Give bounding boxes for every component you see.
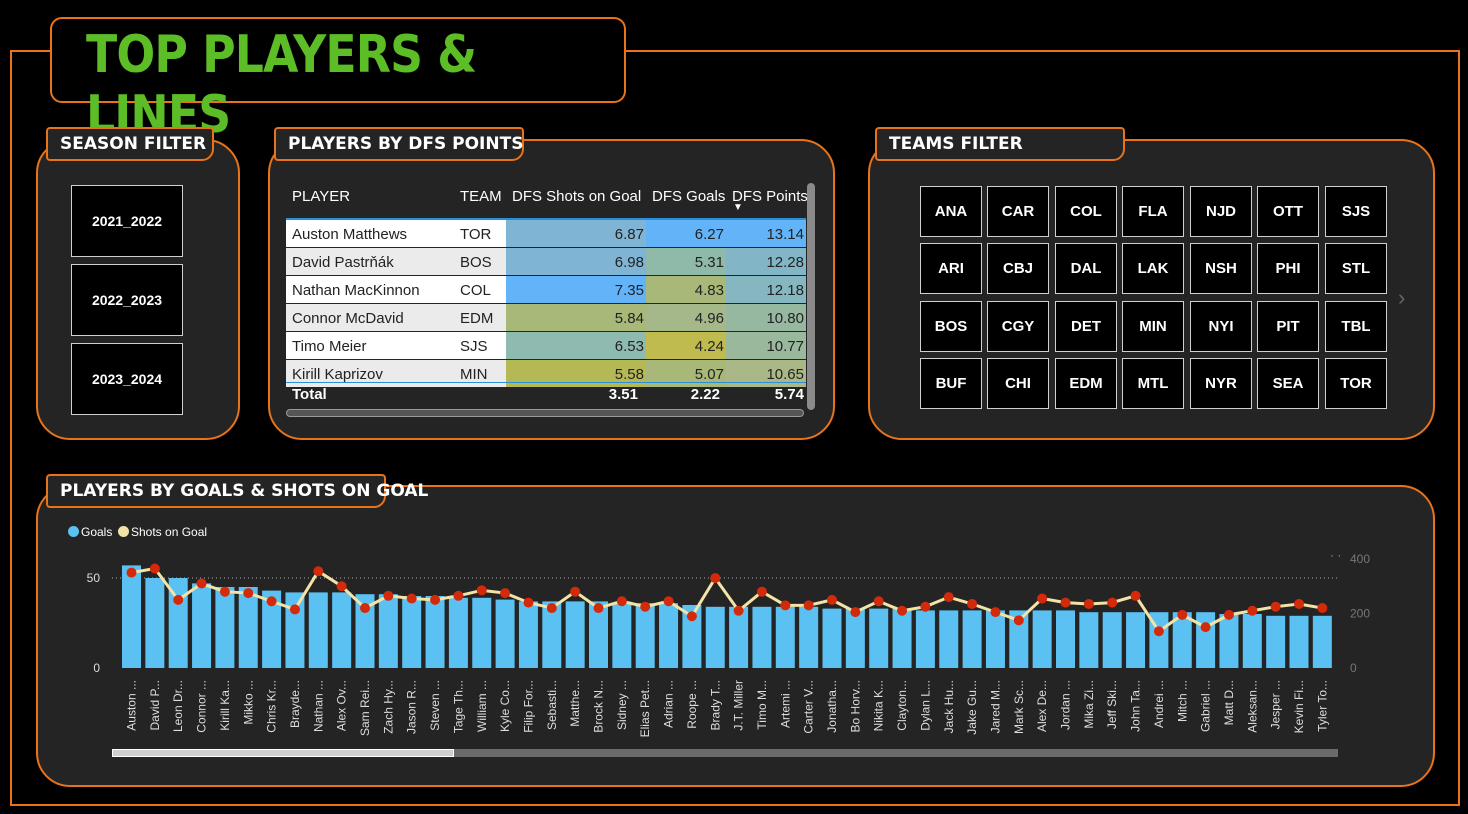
team-button-tbl[interactable]: TBL (1325, 301, 1387, 352)
season-option-2023[interactable]: 2023_2024 (71, 343, 183, 415)
legend-shots-dot (118, 526, 129, 537)
team-button-cgy[interactable]: CGY (987, 301, 1049, 352)
team-button-pit[interactable]: PIT (1257, 301, 1319, 352)
team-button-car[interactable]: CAR (987, 186, 1049, 237)
cell-player: Auston Matthews (286, 220, 460, 247)
team-button-ari[interactable]: ARI (920, 243, 982, 294)
table-bottom-line (286, 382, 806, 383)
outer-frame (10, 50, 1460, 806)
team-button-chi[interactable]: CHI (987, 358, 1049, 409)
cell-dfs-goals: 6.27 (646, 220, 726, 247)
team-button-tor[interactable]: TOR (1325, 358, 1387, 409)
title-box: TOP PLAYERS & LINES (50, 17, 626, 145)
col-header-player[interactable]: PLAYER (292, 188, 351, 205)
team-button-nyr[interactable]: NYR (1190, 358, 1252, 409)
cell-player: Connor McDavid (286, 304, 460, 331)
cell-dfs-points: 10.80 (726, 304, 806, 331)
table-row[interactable]: Auston Matthews TOR 6.87 6.27 13.14 (286, 220, 806, 247)
team-button-dal[interactable]: DAL (1055, 243, 1117, 294)
teams-filter-title: TEAMS FILTER (875, 127, 1125, 161)
team-button-buf[interactable]: BUF (920, 358, 982, 409)
legend-goals-dot (68, 526, 79, 537)
total-label: Total (292, 386, 327, 403)
cell-player: Nathan MacKinnon (286, 276, 460, 303)
cell-team: COL (454, 276, 512, 303)
cell-dfs-goals: 5.31 (646, 248, 726, 275)
team-button-ott[interactable]: OTT (1257, 186, 1319, 237)
legend-goals: Goals (68, 525, 112, 539)
cell-dfs-goals: 4.96 (646, 304, 726, 331)
cell-dfs-points: 10.77 (726, 332, 806, 359)
chart-more-options-icon[interactable]: · · (1330, 548, 1342, 562)
team-button-njd[interactable]: NJD (1190, 186, 1252, 237)
goals-chart-title: PLAYERS BY GOALS & SHOTS ON GOAL (46, 474, 428, 508)
table-row[interactable]: Timo Meier SJS 6.53 4.24 10.77 (286, 332, 806, 359)
cell-team: TOR (454, 220, 512, 247)
season-option-2022[interactable]: 2022_2023 (71, 264, 183, 336)
total-shots: 3.51 (608, 386, 638, 403)
col-header-dfs-goals[interactable]: DFS Goals (652, 188, 726, 205)
legend-goals-label: Goals (81, 525, 113, 539)
cell-dfs-points: 12.18 (726, 276, 806, 303)
players-table-title: PLAYERS BY DFS POINTS (274, 127, 524, 161)
chart-scrollbar-track[interactable] (112, 749, 1338, 757)
cell-player: David Pastrňák (286, 248, 460, 275)
team-button-nyi[interactable]: NYI (1190, 301, 1252, 352)
chart-scrollbar-thumb[interactable] (112, 749, 454, 757)
team-button-bos[interactable]: BOS (920, 301, 982, 352)
cell-dfs-shots: 6.87 (506, 220, 646, 247)
team-button-min[interactable]: MIN (1122, 301, 1184, 352)
cell-team: EDM (454, 304, 512, 331)
col-header-team[interactable]: TEAM (460, 188, 502, 205)
cell-team: SJS (454, 332, 512, 359)
table-vertical-scrollbar[interactable] (807, 183, 815, 410)
sort-desc-icon: ▼ (733, 202, 743, 213)
team-button-stl[interactable]: STL (1325, 243, 1387, 294)
col-header-dfs-shots[interactable]: DFS Shots on Goal (512, 188, 642, 205)
cell-player: Timo Meier (286, 332, 460, 359)
chevron-right-icon[interactable]: › (1398, 285, 1406, 310)
team-button-fla[interactable]: FLA (1122, 186, 1184, 237)
cell-dfs-shots: 7.35 (506, 276, 646, 303)
col-header-dfs-points[interactable]: DFS Points (732, 188, 808, 205)
team-button-det[interactable]: DET (1055, 301, 1117, 352)
table-row[interactable]: Connor McDavid EDM 5.84 4.96 10.80 (286, 304, 806, 331)
cell-dfs-points: 13.14 (726, 220, 806, 247)
legend-shots-label: Shots on Goal (131, 525, 208, 539)
header-underline (286, 218, 806, 220)
cell-team: BOS (454, 248, 512, 275)
team-button-col[interactable]: COL (1055, 186, 1117, 237)
total-goals: 2.22 (690, 386, 720, 403)
team-button-cbj[interactable]: CBJ (987, 243, 1049, 294)
cell-dfs-shots: 5.84 (506, 304, 646, 331)
team-button-phi[interactable]: PHI (1257, 243, 1319, 294)
cell-dfs-goals: 4.83 (646, 276, 726, 303)
cell-dfs-shots: 6.53 (506, 332, 646, 359)
legend-shots: Shots on Goal (118, 525, 207, 539)
team-button-edm[interactable]: EDM (1055, 358, 1117, 409)
table-row[interactable]: Nathan MacKinnon COL 7.35 4.83 12.18 (286, 276, 806, 303)
team-button-sjs[interactable]: SJS (1325, 186, 1387, 237)
team-button-ana[interactable]: ANA (920, 186, 982, 237)
team-button-nsh[interactable]: NSH (1190, 243, 1252, 294)
cell-dfs-shots: 6.98 (506, 248, 646, 275)
season-filter-title: SEASON FILTER (46, 127, 214, 161)
total-points: 5.74 (774, 386, 804, 403)
goals-chart-panel (36, 485, 1435, 787)
team-button-mtl[interactable]: MTL (1122, 358, 1184, 409)
cell-dfs-goals: 4.24 (646, 332, 726, 359)
season-option-2021[interactable]: 2021_2022 (71, 185, 183, 257)
table-horizontal-scrollbar[interactable] (286, 409, 804, 417)
cell-dfs-points: 12.28 (726, 248, 806, 275)
table-row[interactable]: David Pastrňák BOS 6.98 5.31 12.28 (286, 248, 806, 275)
team-button-sea[interactable]: SEA (1257, 358, 1319, 409)
team-button-lak[interactable]: LAK (1122, 243, 1184, 294)
